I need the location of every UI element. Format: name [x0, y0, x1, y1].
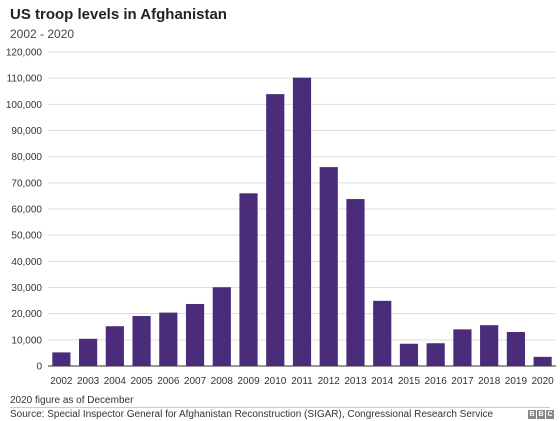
y-tick-label: 100,000	[6, 100, 43, 111]
y-tick-label: 30,000	[11, 283, 42, 294]
bar	[132, 316, 151, 366]
bar	[533, 356, 552, 366]
x-tick-label: 2016	[425, 376, 448, 387]
chart-title: US troop levels in Afghanistan	[10, 6, 227, 23]
x-tick-label: 2005	[130, 376, 153, 387]
x-tick-label: 2019	[505, 376, 528, 387]
bar	[506, 331, 525, 366]
footnote: 2020 figure as of December	[10, 395, 134, 406]
divider	[10, 407, 550, 408]
x-tick-label: 2015	[398, 376, 421, 387]
x-tick-label: 2010	[264, 376, 287, 387]
bar	[105, 326, 124, 366]
x-tick-label: 2009	[237, 376, 260, 387]
x-tick-label: 2006	[157, 376, 180, 387]
x-tick-label: 2003	[77, 376, 100, 387]
x-tick-label: 2013	[344, 376, 367, 387]
x-tick-label: 2018	[478, 376, 501, 387]
bar	[79, 338, 98, 366]
y-tick-label: 10,000	[11, 335, 42, 346]
bar	[212, 287, 231, 366]
bar	[373, 300, 392, 366]
bbc-logo: B B C	[528, 410, 554, 419]
x-tick-label: 2017	[451, 376, 474, 387]
bar	[453, 329, 472, 366]
x-tick-label: 2012	[318, 376, 341, 387]
y-tick-label: 40,000	[11, 257, 42, 268]
bar-chart: 0 10,000 20,000 30,000 40,000 50,000 60,000 70,…	[6, 48, 556, 387]
x-tick-label: 2002	[50, 376, 73, 387]
logo-letter: C	[546, 410, 554, 419]
bar	[159, 312, 178, 366]
bar	[52, 352, 71, 366]
y-tick-label: 0	[36, 362, 42, 373]
bar	[319, 167, 338, 366]
bar	[399, 343, 419, 366]
y-tick-label: 60,000	[11, 205, 42, 216]
bar	[185, 303, 205, 366]
bar	[292, 77, 312, 366]
bar	[426, 343, 445, 366]
bar	[239, 193, 258, 366]
x-tick-label: 2011	[291, 376, 313, 387]
logo-letter: B	[528, 410, 536, 419]
chart-subtitle: 2002 - 2020	[10, 27, 75, 41]
bar	[266, 94, 285, 367]
bar	[346, 199, 365, 366]
x-tick-label: 2020	[532, 376, 555, 387]
x-tick-label: 2007	[184, 376, 207, 387]
logo-letter: B	[537, 410, 545, 419]
y-tick-label: 80,000	[11, 152, 42, 163]
x-tick-label: 2008	[211, 376, 234, 387]
y-tick-label: 110,000	[7, 74, 43, 85]
x-tick-label: 2014	[371, 376, 394, 387]
bar	[480, 325, 499, 366]
y-tick-label: 50,000	[11, 231, 42, 242]
y-tick-label: 20,000	[11, 309, 42, 320]
y-tick-label: 70,000	[11, 178, 42, 189]
x-tick-label: 2004	[104, 376, 127, 387]
source-note: Source: Special Inspector General for Af…	[10, 409, 494, 420]
y-tick-label: 90,000	[11, 126, 42, 137]
y-tick-label: 120,000	[6, 48, 43, 59]
